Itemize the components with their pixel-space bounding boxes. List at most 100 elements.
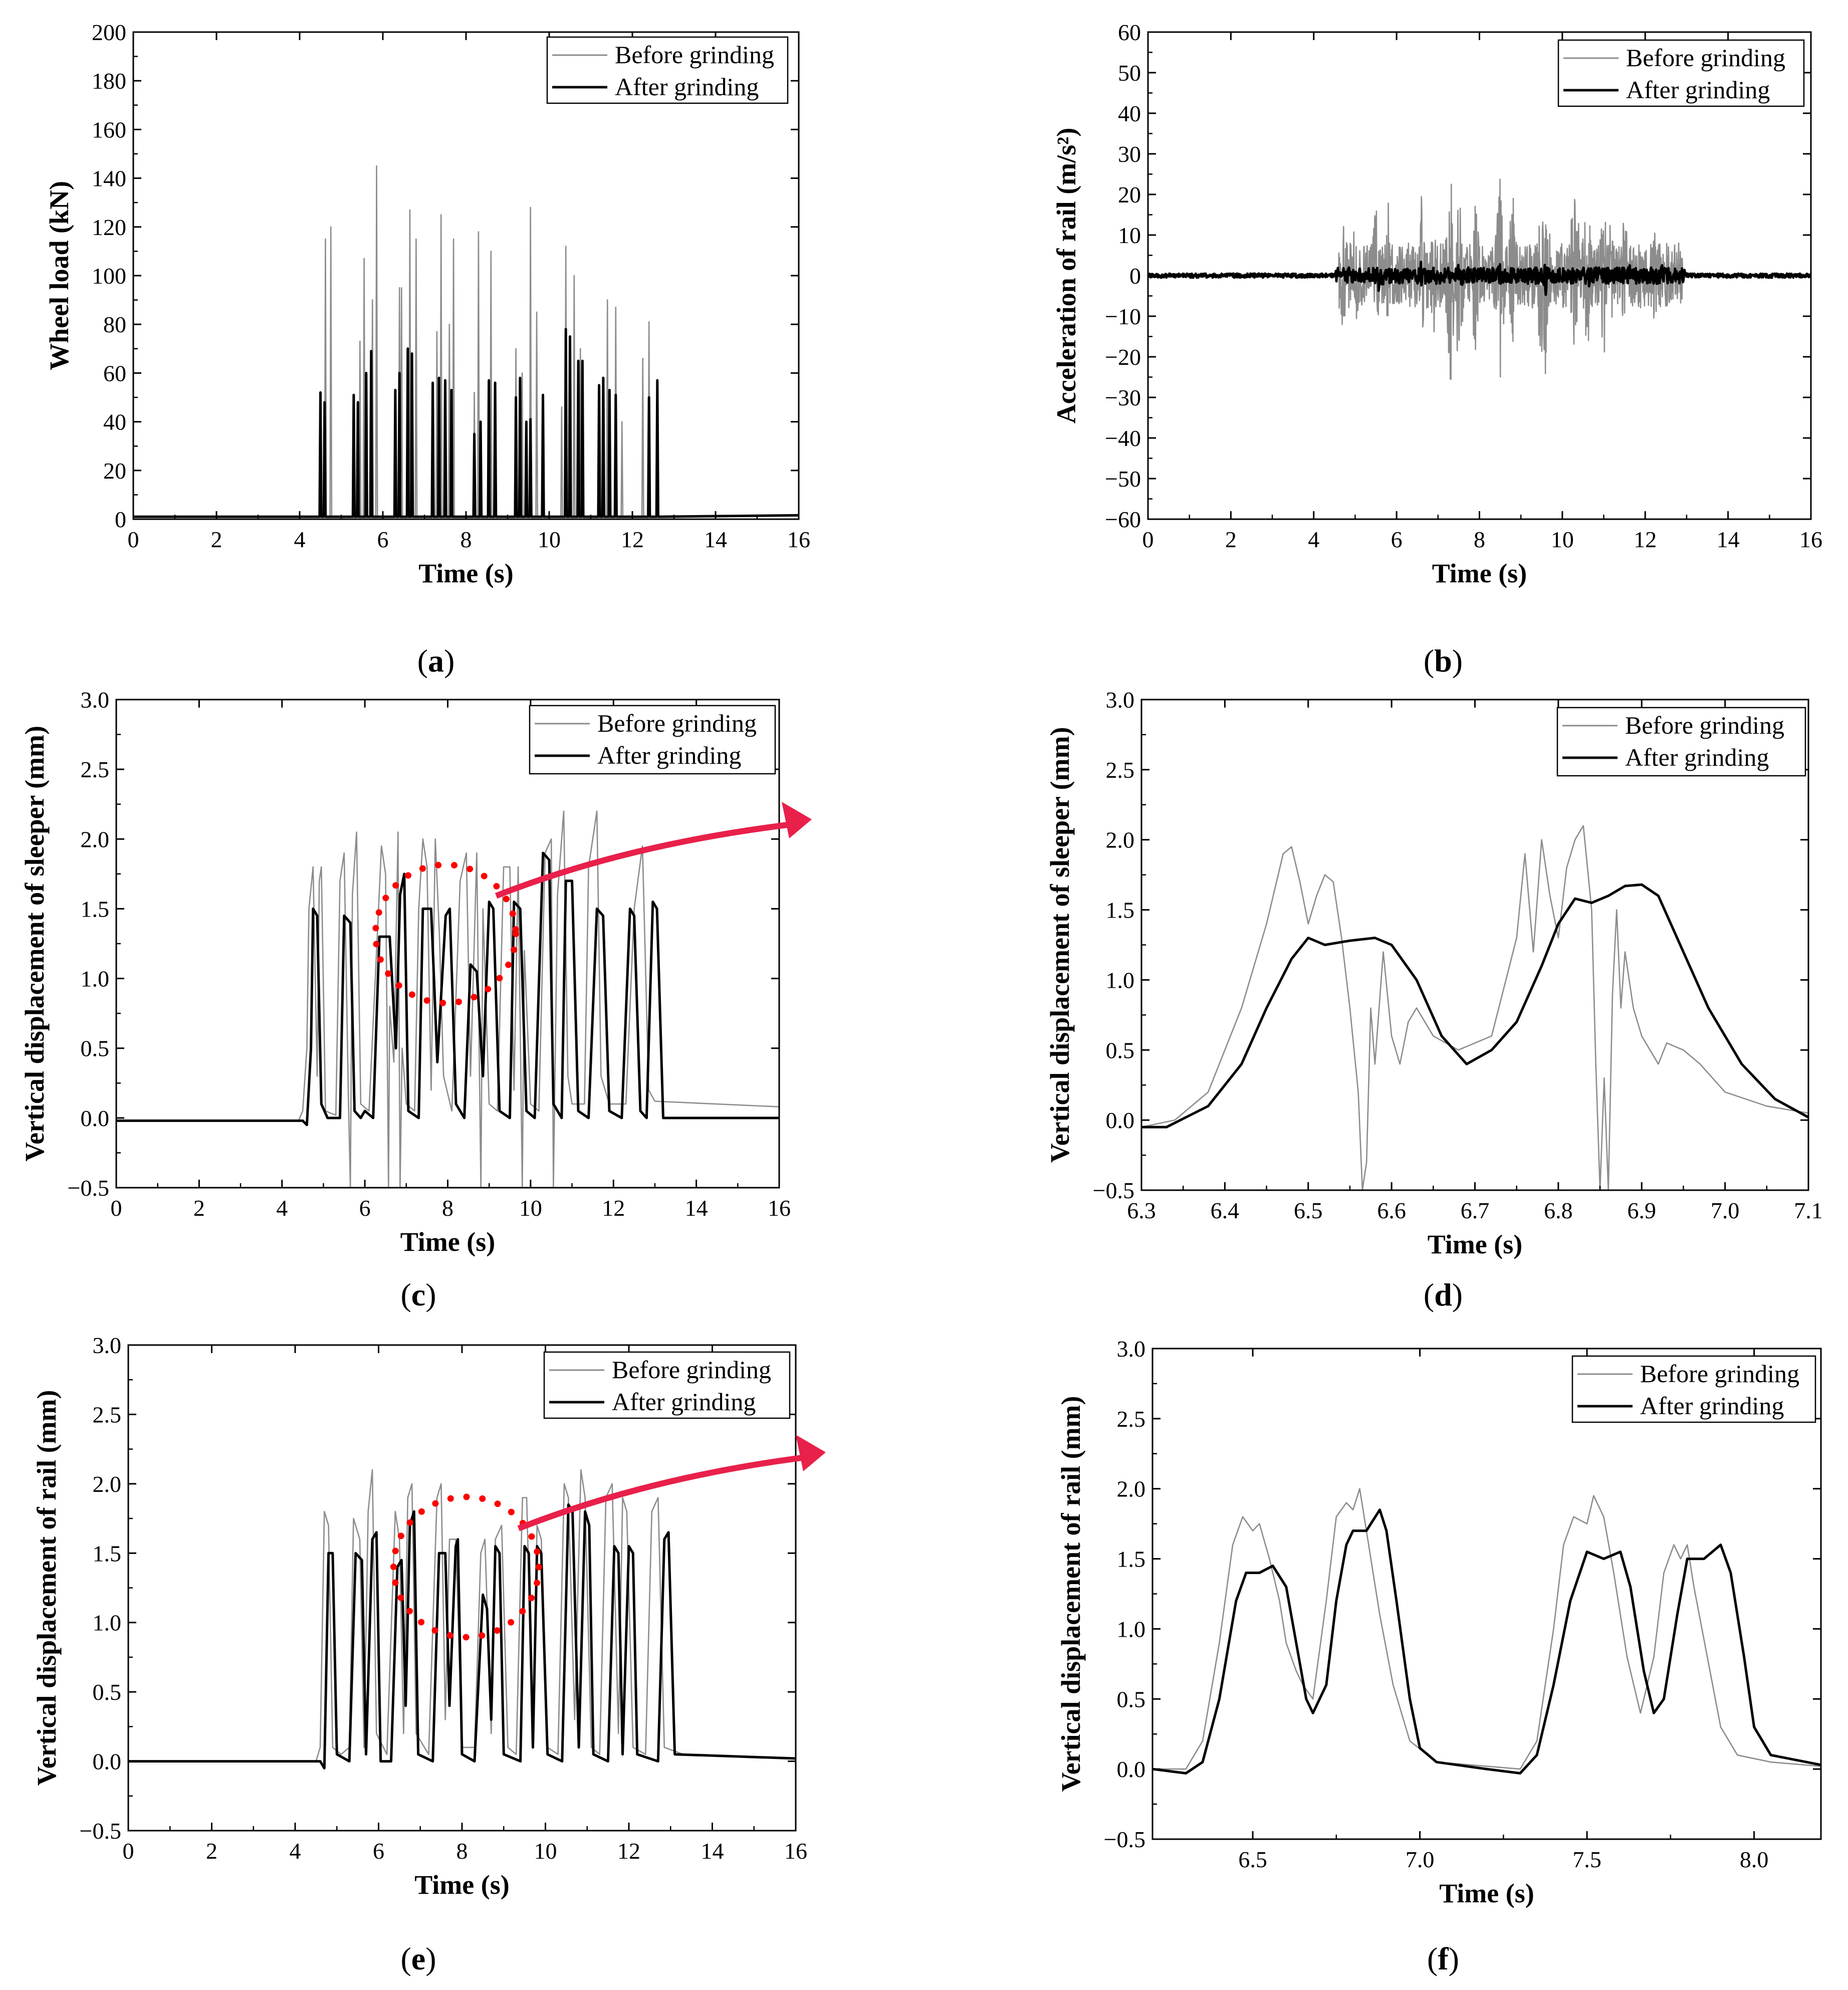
x-axis-label: Time (s) — [1432, 558, 1527, 588]
x-tick-label: 2 — [211, 527, 222, 552]
legend-label-after: After grinding — [1640, 1392, 1784, 1420]
y-tick-label: 180 — [92, 68, 126, 94]
x-axis-label: Time (s) — [1439, 1878, 1534, 1908]
y-tick-label: −0.5 — [80, 1818, 121, 1844]
x-tick-label: 14 — [1717, 527, 1740, 552]
y-tick-label: 40 — [103, 409, 126, 435]
plot-area-c — [116, 810, 779, 1188]
y-tick-label: 40 — [1118, 101, 1141, 126]
series-after-a — [133, 328, 799, 518]
y-tick-label: 2.5 — [1117, 1406, 1146, 1432]
y-tick-label: 80 — [103, 312, 126, 337]
y-tick-label: 2.0 — [1106, 827, 1135, 853]
legend-box — [1556, 707, 1806, 777]
legend-label-after: After grinding — [1625, 743, 1769, 771]
x-tick-label: 8 — [442, 1195, 453, 1221]
y-axis-label: Vertical displacement of sleeper (mm) — [20, 726, 50, 1162]
panel-caption-d: (d) — [1424, 1277, 1463, 1312]
series-before-c — [116, 810, 779, 1188]
y-axis-label: Vertical displacement of rail (mm) — [1056, 1396, 1086, 1792]
zoom-arrowhead-e — [796, 1435, 826, 1471]
plot-area-f — [1152, 1488, 1821, 1775]
y-tick-label: 1.5 — [1117, 1546, 1146, 1572]
x-tick-label: 12 — [621, 527, 644, 552]
y-tick-label: 1.0 — [1117, 1616, 1146, 1642]
chart-c: 0 2 4 6 8 10 12 14 16 −0.5 0.0 0.5 1.0 1.5 2.0 2.5 3.0 Ti… — [20, 687, 812, 1312]
legend-b: Before grinding After grinding — [1557, 39, 1805, 107]
legend-label-after: After grinding — [1626, 76, 1770, 104]
x-tick-label: 14 — [701, 1838, 724, 1864]
panel-caption-e: (e) — [400, 1941, 436, 1976]
x-tick-label: 14 — [704, 527, 727, 552]
y-tick-label: 140 — [92, 166, 126, 191]
y-tick-label: −10 — [1105, 304, 1141, 329]
x-tick-label: 6.7 — [1461, 1198, 1490, 1223]
y-tick-label: 0.0 — [1117, 1756, 1146, 1782]
y-tick-label: 2.0 — [81, 826, 110, 852]
plot-area-e — [128, 1469, 796, 1770]
x-tick-label: 6.3 — [1127, 1198, 1156, 1223]
x-tick-label: 12 — [617, 1838, 640, 1864]
legend-label-before: Before grinding — [615, 41, 774, 69]
legend-label-after: After grinding — [597, 741, 741, 769]
x-tick-label: 0 — [128, 527, 139, 552]
y-tick-label: 0.5 — [81, 1036, 110, 1061]
chart-b: 0 2 4 6 8 10 12 14 16 −60 −50 −40 −30 −20 −10 0 10 20 30 40… — [1051, 20, 1822, 679]
y-tick-label: −20 — [1105, 344, 1141, 370]
y-tick-label: −0.5 — [68, 1175, 109, 1201]
series-before-d — [1141, 825, 1808, 1190]
y-tick-label: 1.0 — [81, 966, 110, 992]
zoom-arrow-c — [495, 821, 792, 899]
chart-f: 6.5 7.0 7.5 8.0 −0.5 0.0 0.5 1.0 1.5 2.0 2.5 3.0 Tim… — [1056, 1336, 1822, 1976]
y-tick-label: 2.0 — [93, 1471, 122, 1497]
y-axis-label: Vertical displacement of sleeper (mm) — [1045, 727, 1075, 1163]
legend-e: Before grinding After grinding — [543, 1351, 791, 1419]
y-tick-label: 20 — [1118, 182, 1141, 207]
y-tick-label: −50 — [1105, 466, 1141, 492]
legend-label-after: After grinding — [615, 73, 759, 101]
x-axis-label: Time (s) — [418, 558, 513, 588]
x-tick-label: 6.8 — [1544, 1198, 1573, 1223]
panel-caption-b: (b) — [1424, 643, 1463, 679]
x-tick-label: 8 — [460, 527, 472, 552]
legend-a: Before grinding After grinding — [546, 36, 789, 104]
legend-box — [529, 705, 776, 775]
x-tick-label: 4 — [1308, 527, 1319, 552]
y-tick-label: 0.0 — [93, 1749, 122, 1775]
x-tick-label: 0 — [123, 1838, 134, 1864]
x-tick-label: 6 — [1391, 527, 1403, 552]
x-tick-label: 7.5 — [1572, 1847, 1601, 1872]
x-tick-label: 10 — [519, 1195, 542, 1221]
legend-box — [543, 1351, 791, 1419]
y-tick-label: 60 — [103, 360, 126, 386]
legend-c: Before grinding After grinding — [529, 705, 776, 775]
y-tick-label: 0.0 — [1106, 1108, 1135, 1133]
series-after-e — [128, 1503, 796, 1770]
x-tick-label: 7.1 — [1794, 1198, 1823, 1223]
x-tick-label: 12 — [1634, 527, 1657, 552]
series-after-b — [1148, 261, 1811, 296]
x-tick-label: 4 — [294, 527, 306, 552]
legend-label-before: Before grinding — [1626, 44, 1785, 72]
series-after-c — [116, 851, 779, 1127]
x-tick-label: 2 — [206, 1838, 217, 1864]
series-before-f — [1152, 1488, 1821, 1770]
y-tick-label: 0.5 — [93, 1679, 122, 1705]
y-tick-label: 3.0 — [1117, 1336, 1146, 1362]
y-tick-label: 0 — [115, 507, 126, 532]
x-tick-label: 6 — [373, 1838, 384, 1864]
x-tick-label: 8.0 — [1740, 1847, 1769, 1872]
x-tick-label: 16 — [768, 1195, 791, 1221]
y-tick-label: 20 — [103, 458, 126, 484]
x-tick-label: 4 — [276, 1195, 288, 1221]
highlight-circle-c — [372, 861, 519, 1007]
y-tick-label: 1.0 — [1106, 967, 1135, 993]
y-tick-label: 0.5 — [1117, 1686, 1146, 1712]
x-tick-label: 12 — [602, 1195, 625, 1221]
y-tick-label: 0.5 — [1106, 1037, 1135, 1063]
y-tick-label: 1.5 — [81, 896, 110, 922]
panel-caption-c: (c) — [400, 1277, 436, 1312]
y-axis-label: Wheel load (kN) — [44, 181, 74, 370]
panel-caption-a: (a) — [417, 643, 455, 679]
legend-label-after: After grinding — [612, 1388, 756, 1416]
